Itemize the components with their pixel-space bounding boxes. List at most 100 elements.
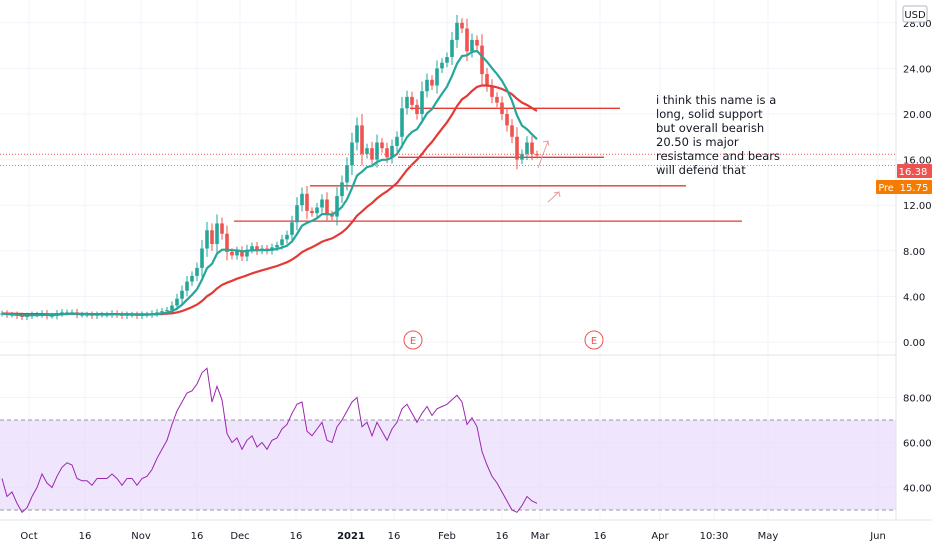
rsi-axis[interactable]: 40.00 60.00 80.00	[903, 394, 932, 495]
candle[interactable]	[355, 117, 359, 151]
candle[interactable]	[460, 18, 464, 34]
candle[interactable]	[445, 52, 449, 68]
candle[interactable]	[250, 242, 254, 254]
candle[interactable]	[435, 60, 439, 94]
candle[interactable]	[510, 119, 514, 144]
candle[interactable]	[310, 207, 314, 217]
candle[interactable]	[395, 131, 399, 152]
candle[interactable]	[410, 91, 414, 111]
price-tick-label: 24.00	[903, 64, 932, 75]
currency-badge[interactable]: USD	[902, 5, 928, 23]
rsi-band-bounds	[0, 419, 896, 511]
candle[interactable]	[520, 149, 524, 165]
earnings-marker[interactable]: E	[403, 330, 423, 350]
candle-body	[475, 39, 479, 46]
candle[interactable]	[345, 157, 349, 191]
candle[interactable]	[240, 246, 244, 262]
candle[interactable]	[470, 33, 474, 58]
candle[interactable]	[325, 192, 329, 222]
candle[interactable]	[500, 96, 504, 121]
drawn-arrow[interactable]	[547, 191, 561, 203]
candle[interactable]	[315, 202, 319, 218]
ema-slow-line	[1, 84, 538, 316]
candle[interactable]	[425, 73, 429, 98]
candle-body	[465, 28, 469, 52]
candle[interactable]	[485, 67, 489, 92]
candle[interactable]	[480, 34, 484, 86]
price-candles[interactable]	[0, 14, 539, 321]
candle[interactable]	[360, 114, 364, 166]
candle[interactable]	[525, 136, 529, 161]
candle[interactable]	[430, 75, 434, 91]
rsi-band	[0, 420, 896, 510]
candle-body	[175, 298, 179, 306]
candle[interactable]	[455, 14, 459, 48]
candle[interactable]	[340, 175, 344, 204]
candle[interactable]	[400, 96, 404, 149]
candle[interactable]	[420, 81, 424, 124]
candle-body	[515, 136, 519, 160]
candle-body	[210, 230, 214, 244]
price-tick-label: 8.00	[903, 247, 925, 258]
price-axis[interactable]: 0.00 4.00 8.00 12.00 16.00 20.00 24.00 28.00	[903, 19, 932, 349]
candle[interactable]	[440, 58, 444, 73]
candle[interactable]	[215, 214, 219, 253]
candle[interactable]	[225, 225, 229, 261]
candle-body	[280, 239, 284, 246]
annotation-note[interactable]: i think this name is a long, solid suppo…	[656, 93, 780, 177]
candle[interactable]	[220, 217, 224, 240]
candle-body	[345, 165, 349, 183]
candle[interactable]	[515, 127, 519, 170]
candle[interactable]	[255, 242, 259, 256]
candle[interactable]	[450, 31, 454, 65]
rsi-line	[1, 367, 538, 514]
candle[interactable]	[200, 239, 204, 277]
candle-body	[50, 315, 54, 317]
candle[interactable]	[300, 187, 304, 212]
candle[interactable]	[320, 194, 324, 213]
candle[interactable]	[210, 223, 214, 251]
candle[interactable]	[490, 79, 494, 104]
candle[interactable]	[365, 143, 369, 159]
candle-body	[325, 199, 329, 215]
candle[interactable]	[195, 262, 199, 282]
earnings-marker[interactable]: E	[584, 330, 604, 350]
time-axis[interactable]: Oct 16 Nov 16 Dec 16 2021 16 Feb 16 Mar 16 Apr 10:30 M…	[20, 531, 885, 542]
candle[interactable]	[180, 285, 184, 304]
candle[interactable]	[285, 230, 289, 244]
candle[interactable]	[295, 197, 299, 231]
candle-body	[435, 68, 439, 86]
last-price-tag[interactable]: 16.38	[897, 164, 932, 178]
candle[interactable]	[380, 137, 384, 153]
candle[interactable]	[415, 99, 419, 120]
candle-body	[170, 305, 174, 311]
candle[interactable]	[190, 271, 194, 287]
candle[interactable]	[335, 187, 339, 226]
annotation-line: but overall bearish	[656, 121, 764, 135]
candle[interactable]	[245, 244, 249, 262]
price-tick-label: 0.00	[903, 338, 925, 349]
candle-body	[430, 79, 434, 86]
candle[interactable]	[185, 275, 189, 297]
premarket-label: Pre	[878, 183, 893, 194]
candle-body	[230, 251, 234, 256]
candle[interactable]	[390, 139, 394, 164]
candle[interactable]	[290, 215, 294, 242]
candle-body	[380, 142, 384, 149]
candle[interactable]	[495, 92, 499, 108]
candle[interactable]	[475, 35, 479, 51]
candle[interactable]	[60, 309, 64, 317]
price-tick-label: 16.00	[903, 156, 932, 167]
price-tick-label: 4.00	[903, 292, 925, 303]
candle[interactable]	[505, 107, 509, 132]
candle[interactable]	[405, 90, 409, 115]
candle[interactable]	[465, 18, 469, 61]
premarket-price-tag[interactable]: Pre 15.75	[876, 180, 932, 194]
candle[interactable]	[530, 136, 534, 161]
candle-body	[510, 125, 514, 137]
candle-body	[190, 275, 194, 282]
candle[interactable]	[205, 221, 209, 257]
candle[interactable]	[305, 185, 309, 219]
candle[interactable]	[235, 246, 239, 260]
